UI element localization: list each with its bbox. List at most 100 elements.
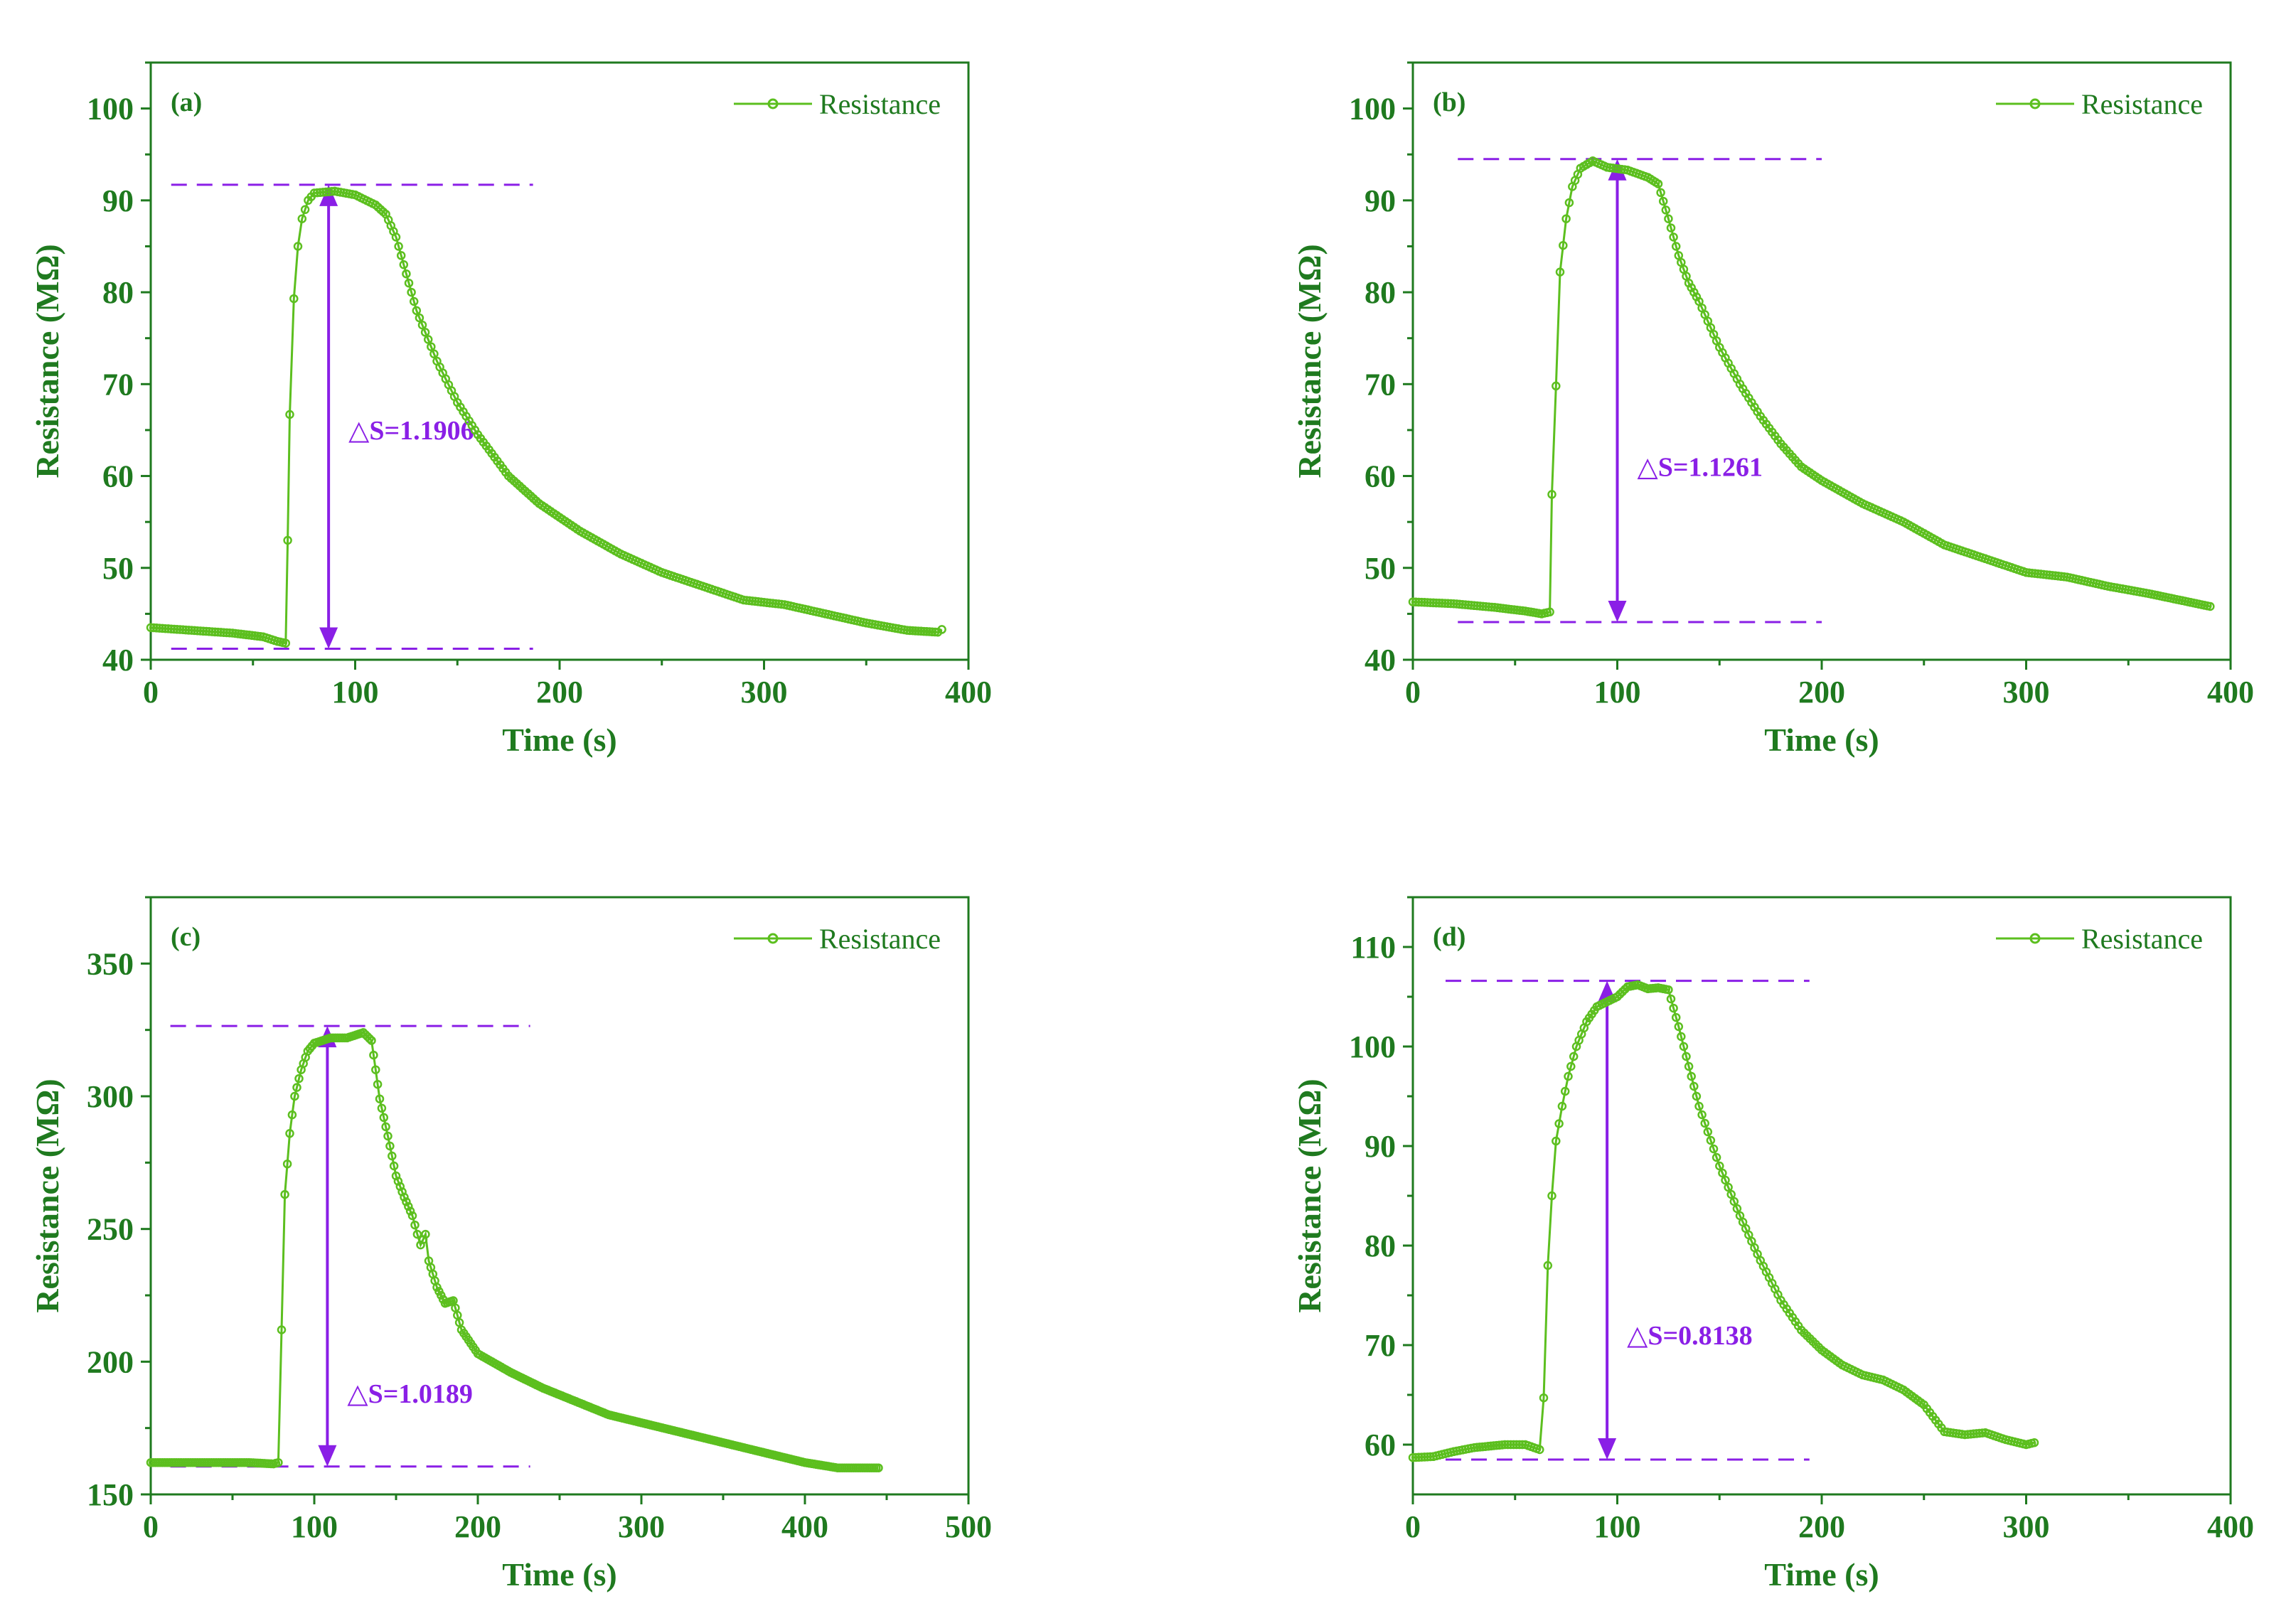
x-axis-title: Time (s) (502, 722, 616, 758)
data-point (300, 205, 310, 215)
data-point (277, 1325, 287, 1334)
data-point (394, 242, 403, 251)
data-point (1666, 994, 1676, 1004)
data-point (1423, 598, 1432, 607)
data-point (1653, 179, 1663, 188)
data-point (1560, 1086, 1570, 1096)
data-point (412, 1229, 422, 1239)
legend-marker (2029, 933, 2041, 944)
data-point (1684, 1061, 1694, 1071)
data-point (1709, 1144, 1719, 1154)
data-point (412, 306, 422, 316)
x-tick-label: 100 (1594, 1509, 1641, 1544)
data-point (2206, 601, 2215, 611)
data-point (399, 260, 409, 269)
data-point (146, 623, 156, 633)
data-point (198, 626, 208, 636)
y-tick-label: 100 (1349, 1029, 1396, 1064)
data-point (1703, 1127, 1713, 1137)
panel-label: (b) (1433, 87, 1465, 117)
data-point (423, 335, 433, 344)
data-point (1417, 1452, 1426, 1462)
data-point (1689, 1081, 1699, 1091)
data-point (1506, 1440, 1515, 1450)
y-tick-label: 40 (102, 643, 134, 678)
data-point (1420, 598, 1429, 607)
delta-arrow-head-down (318, 1445, 337, 1467)
x-tick-label: 500 (945, 1509, 992, 1544)
data-point (1503, 1440, 1512, 1450)
data-point (222, 628, 232, 638)
data-point (1417, 597, 1426, 607)
data-point (1555, 267, 1565, 277)
data-point (294, 1074, 304, 1083)
series-line-resistance (1412, 159, 2211, 615)
y-tick-label: 90 (1365, 183, 1396, 218)
x-tick-label: 400 (2207, 1509, 2254, 1544)
data-point (1715, 1161, 1724, 1171)
data-point (1674, 1022, 1684, 1032)
data-point (1712, 1152, 1721, 1162)
data-point (1669, 1003, 1678, 1013)
data-point (1414, 597, 1424, 607)
x-tick-label: 200 (454, 1509, 501, 1544)
x-tick-label: 300 (2003, 1509, 2050, 1544)
data-point (1671, 1012, 1681, 1022)
data-point (1437, 599, 1447, 608)
y-tick-label: 90 (1365, 1129, 1396, 1164)
y-tick-label: 60 (1365, 459, 1396, 494)
data-point (407, 287, 416, 297)
data-point (1545, 607, 1554, 617)
x-tick-label: 0 (1405, 1509, 1421, 1544)
data-point (402, 1197, 411, 1206)
y-tick-label: 200 (87, 1344, 134, 1379)
data-point (289, 294, 299, 304)
x-tick-label: 300 (618, 1509, 665, 1544)
data-point (1721, 1175, 1730, 1185)
x-axis-title: Time (s) (502, 1556, 616, 1593)
legend-label: Resistance (2081, 88, 2203, 120)
data-point (405, 1206, 415, 1216)
plot-frame (1411, 896, 2232, 1496)
delta-s-label: △S=0.8138 (1627, 1321, 1753, 1351)
data-point (1664, 985, 1673, 995)
y-tick-label: 150 (87, 1477, 134, 1512)
data-point (1411, 597, 1421, 607)
data-point (1677, 1032, 1686, 1042)
data-point (395, 1182, 405, 1192)
data-point (1440, 599, 1450, 608)
data-point (1564, 198, 1574, 208)
data-point (377, 1103, 387, 1113)
data-point (421, 1229, 430, 1239)
data-point (1543, 1261, 1553, 1270)
legend-marker (767, 933, 779, 944)
data-point (427, 342, 436, 351)
x-tick-label: 300 (2003, 675, 2050, 710)
legend-marker (767, 98, 779, 109)
data-point (1426, 1452, 1435, 1462)
data-point (1420, 1452, 1429, 1462)
data-point (172, 625, 182, 634)
data-point (1509, 1440, 1518, 1450)
data-point (283, 535, 292, 545)
panel-label: (d) (1433, 922, 1465, 952)
data-point (1552, 381, 1561, 391)
data-point (1411, 1452, 1421, 1462)
data-point (375, 1094, 385, 1103)
data-point (1669, 232, 1678, 242)
data-point (385, 1141, 395, 1151)
panel-c: 0 100 200 300 400 500 150 200 250 300 350 Time (s) R… (29, 896, 992, 1593)
y-tick-label: 60 (1365, 1428, 1396, 1462)
data-point (410, 1220, 420, 1230)
data-point (1679, 1042, 1689, 1051)
data-point (1697, 1110, 1707, 1120)
series-line-resistance (150, 190, 943, 645)
y-tick-label: 60 (102, 459, 134, 494)
data-point (290, 1091, 299, 1101)
data-point (404, 1201, 413, 1211)
data-point (1566, 1061, 1576, 1071)
data-point (1700, 1118, 1709, 1128)
data-point (285, 410, 294, 419)
x-tick-label: 100 (291, 1509, 338, 1544)
